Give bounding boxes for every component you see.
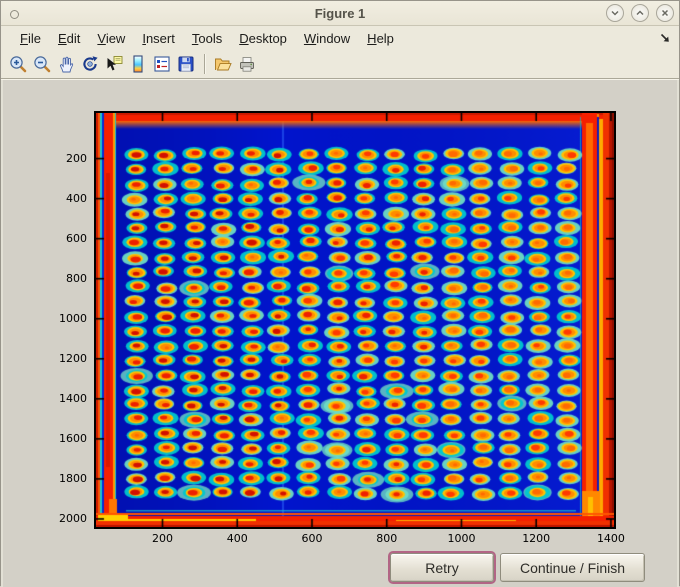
pan-hand-icon[interactable] [54,52,78,76]
toolbar-separator [204,54,205,74]
chevron-down-icon [611,10,619,16]
window-controls [606,4,674,22]
y-tick-label: 400 [66,191,87,205]
y-tick-label: 1800 [59,471,87,485]
menu-view[interactable]: View [97,30,126,46]
x-tick-label: 400 [226,532,248,545]
y-tick-label: 800 [66,271,87,285]
microarray-image[interactable] [96,113,614,527]
x-tick-label: 1000 [447,532,476,545]
plot-axes[interactable] [94,111,616,529]
dock-figure-icon[interactable] [659,31,671,49]
close-button[interactable] [656,4,674,22]
insert-colorbar-icon[interactable] [126,52,150,76]
x-tick-label: 1400 [596,532,625,545]
menu-tools[interactable]: Tools [191,30,223,46]
toolbar [1,50,679,79]
maximize-button[interactable] [631,4,649,22]
zoom-in-icon[interactable] [6,52,30,76]
y-tick-label: 1400 [59,391,87,405]
y-tick-label: 600 [66,231,87,245]
window-title: Figure 1 [314,5,366,21]
menu-items: File Edit View Insert Tools Desktop Window Help [1,28,404,49]
y-tick-label: 1000 [59,311,87,325]
x-tick-label: 1200 [522,532,551,545]
open-file-icon[interactable] [211,52,235,76]
rotate-3d-icon[interactable] [78,52,102,76]
x-tick-label: 800 [376,532,398,545]
continue-finish-button[interactable]: Continue / Finish [500,553,645,582]
y-tick-label: 200 [66,151,87,165]
y-tick-label: 1200 [59,351,87,365]
y-tick-label: 1600 [59,431,87,445]
menu-file[interactable]: File [20,30,41,46]
menu-edit[interactable]: Edit [57,30,81,46]
y-tick-label: 2000 [59,511,87,525]
data-cursor-icon[interactable] [102,52,126,76]
menu-window[interactable]: Window [303,30,351,46]
window-menu-icon[interactable] [10,10,19,19]
menubar: File Edit View Insert Tools Desktop Window Help [1,26,679,50]
chevron-up-icon [636,10,644,16]
titlebar[interactable]: Figure 1 [1,1,679,26]
zoom-out-icon[interactable] [30,52,54,76]
x-tick-label: 600 [301,532,323,545]
save-icon[interactable] [174,52,198,76]
retry-button[interactable]: Retry [390,553,494,582]
menu-insert[interactable]: Insert [142,30,175,46]
close-icon [661,9,669,17]
figure-canvas: 200 400 600 800 1000 1200 1400 200 400 600 800 100… [1,80,679,587]
x-tick-label: 200 [152,532,173,545]
insert-legend-icon[interactable] [150,52,174,76]
menu-desktop[interactable]: Desktop [239,30,287,46]
print-icon[interactable] [235,52,259,76]
menu-help[interactable]: Help [367,30,394,46]
minimize-button[interactable] [606,4,624,22]
